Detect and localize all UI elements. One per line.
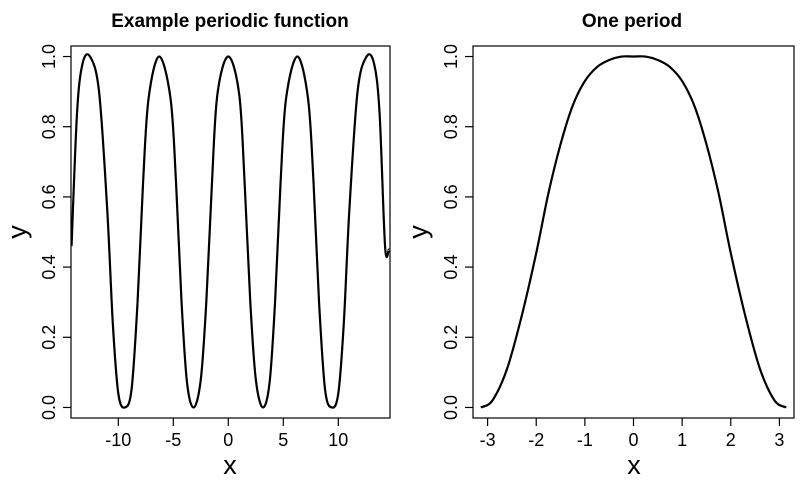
- y-axis-label: y: [403, 225, 433, 239]
- x-tick-label: 1: [677, 430, 687, 450]
- plot-frame: [472, 45, 795, 419]
- y-tick-label: 1.0: [39, 44, 59, 69]
- x-tick-label: -2: [528, 430, 544, 450]
- panel-right: One period x y -3 -2 -1 0 1 2 3 0.0 0.2 0.4 0.6 0.8…: [403, 11, 795, 480]
- x-axis-label: x: [223, 450, 237, 480]
- x-tick-label: 5: [278, 430, 288, 450]
- y-tick-label: 0.0: [39, 395, 59, 420]
- x-tick-label: 0: [628, 430, 638, 450]
- y-tick-label: 0.8: [39, 114, 59, 139]
- y-axis-label: y: [2, 225, 32, 239]
- y-tick-label: 0.6: [39, 184, 59, 209]
- y-tick-label: 0.8: [441, 114, 461, 139]
- x-tick-label: -10: [105, 430, 131, 450]
- y-tick-label: 0.4: [441, 255, 461, 280]
- x-axis-label: x: [627, 450, 641, 480]
- x-tick-label: -5: [165, 430, 181, 450]
- y-tick-label: 1.0: [441, 44, 461, 69]
- y-tick-label: 0.6: [441, 184, 461, 209]
- chart-title: One period: [582, 11, 682, 32]
- x-tick-label: 0: [223, 430, 233, 450]
- y-tick-label: 0.2: [441, 325, 461, 350]
- x-tick-label: -3: [480, 430, 496, 450]
- series-line: [480, 55, 787, 409]
- chart-title: Example periodic function: [111, 11, 349, 32]
- x-tick-label: 3: [774, 430, 784, 450]
- x-tick-label: 2: [726, 430, 736, 450]
- y-tick-label: 0.0: [441, 395, 461, 420]
- x-tick-label: 10: [328, 430, 348, 450]
- y-tick-label: 0.2: [39, 325, 59, 350]
- y-tick-label: 0.4: [39, 255, 59, 280]
- series-line: [71, 53, 390, 409]
- panel-left: Example periodic function x y -10 -5 0 5 10 0…: [2, 11, 391, 480]
- x-tick-label: -1: [577, 430, 593, 450]
